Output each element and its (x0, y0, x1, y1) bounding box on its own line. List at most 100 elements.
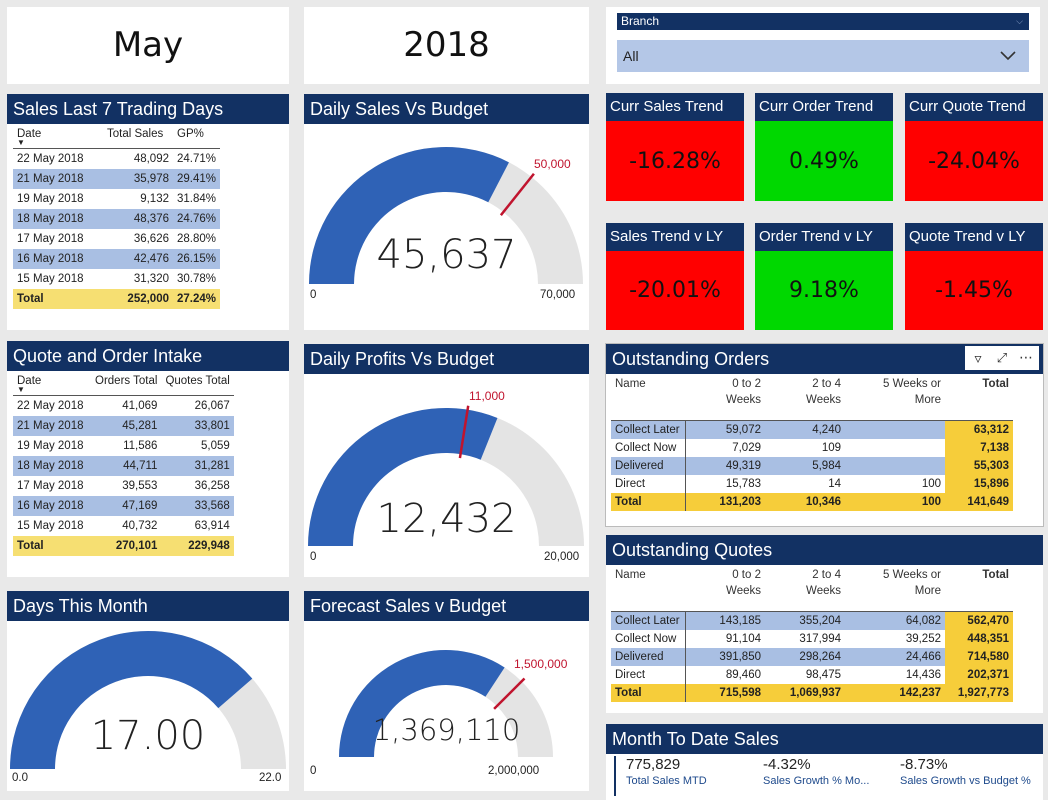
column-header[interactable]: Total (945, 567, 1013, 612)
column-header-date[interactable]: Date ▼ (13, 128, 103, 149)
table-cell: 355,204 (765, 611, 845, 630)
column-header-total-sales[interactable]: Total Sales (107, 128, 164, 140)
column-header-quotes-total[interactable]: Quotes Total (165, 375, 230, 387)
daily-sales-card: Daily Sales Vs Budget 45,637 0 70,000 50… (304, 94, 589, 330)
table-row[interactable]: Collect Later 59,072 4,240 63,312 (611, 420, 1013, 439)
total-cell: 27.24% (173, 289, 221, 309)
table-cell: 22 May 2018 (13, 148, 103, 169)
table-row[interactable]: 21 May 2018 45,281 33,801 (13, 416, 234, 436)
column-header-line: Name (615, 378, 646, 390)
gauge-fill[interactable] (10, 631, 253, 769)
outstanding-quotes-card: Outstanding Quotes Name 0 to 2 Weeks 2 to 4… (606, 535, 1043, 713)
table-row[interactable]: 19 May 2018 11,586 5,059 (13, 436, 234, 456)
column-header-gp[interactable]: GP% (177, 128, 204, 140)
table-cell: 7,138 (945, 439, 1013, 457)
table-cell: 41,069 (91, 395, 162, 416)
table-row[interactable]: 17 May 2018 36,626 28.80% (13, 229, 220, 249)
focus-mode-icon[interactable]: ⤢ (996, 350, 1008, 365)
table-row[interactable]: 19 May 2018 9,132 31.84% (13, 189, 220, 209)
table-cell: 40,732 (122, 520, 158, 532)
daily-sales-target-label: 50,000 (534, 157, 571, 171)
table-cell: 39,553 (122, 480, 158, 492)
total-cell: 270,101 (91, 536, 162, 556)
table-cell: 30.78% (177, 273, 217, 285)
table-row[interactable]: Collect Later 143,185 355,204 64,082 562,470 (611, 611, 1013, 630)
column-header[interactable]: 2 to 4 Weeks (765, 376, 845, 421)
table-row[interactable]: 16 May 2018 47,169 33,568 (13, 496, 234, 516)
forecast-title: Forecast Sales v Budget (304, 591, 589, 621)
column-header-orders-total[interactable]: Orders Total (95, 375, 158, 387)
total-cell: 142,237 (845, 684, 945, 702)
kpi-sales-trend-ly: Sales Trend v LY -20.01% (606, 223, 744, 330)
column-header[interactable]: 0 to 2 Weeks (685, 376, 765, 421)
table-row[interactable]: 18 May 2018 44,711 31,281 (13, 456, 234, 476)
table-cell: 7,029 (732, 442, 761, 454)
table-row[interactable]: Direct 15,783 14 100 15,896 (611, 475, 1013, 493)
mtd-sales-card: Month To Date Sales 775,829 Total Sales … (606, 724, 1043, 800)
table-cell: 19 May 2018 (17, 193, 84, 205)
table-cell: 18 May 2018 (13, 456, 91, 476)
table-cell: 29.41% (173, 169, 221, 189)
branch-dropdown[interactable]: All (617, 40, 1029, 72)
total-row: Total 270,101 229,948 (13, 536, 234, 556)
column-header[interactable]: 0 to 2 Weeks (685, 567, 765, 612)
column-header-line: 0 to 2 (732, 569, 761, 581)
slicer-title-bar[interactable]: Branch ⌵ (617, 13, 1029, 30)
mtd-total-sales: 775,829 Total Sales MTD (626, 756, 707, 787)
table-cell: 19 May 2018 (17, 440, 84, 452)
kpi-curr-order-trend: Curr Order Trend 0.49% (755, 93, 893, 201)
table-cell: Collect Now (611, 439, 686, 457)
gauge-fill[interactable] (309, 146, 509, 284)
table-row[interactable]: 16 May 2018 42,476 26.15% (13, 249, 221, 269)
outstanding-orders-card[interactable]: Outstanding Orders ▿ ⤢ ⋯ Name 0 to 2 Weeks… (605, 343, 1044, 527)
table-row[interactable]: Delivered 391,850 298,264 24,466 714,580 (611, 648, 1013, 666)
table-row[interactable]: 18 May 2018 48,376 24.76% (13, 209, 221, 229)
table-cell: 91,104 (725, 633, 761, 645)
column-header[interactable]: 5 Weeks or More (845, 376, 945, 421)
table-cell: 16 May 2018 (13, 496, 91, 516)
table-cell: 42,476 (103, 249, 173, 269)
daily-profits-title: Daily Profits Vs Budget (304, 344, 589, 374)
table-row[interactable]: Direct 89,460 98,475 14,436 202,371 (611, 666, 1013, 684)
total-cell: 715,598 (685, 684, 765, 702)
daily-sales-value: 45,637 (376, 232, 517, 278)
table-row[interactable]: 17 May 2018 39,553 36,258 (13, 476, 234, 496)
table-row[interactable]: Collect Now 7,029 109 7,138 (611, 439, 1013, 457)
mtd-label: Sales Growth % Mo... (763, 775, 870, 787)
column-header-line: Total (982, 378, 1009, 390)
column-header-date[interactable]: Date ▼ (13, 375, 91, 396)
slicer-title: Branch (621, 14, 660, 28)
kpi-value: -24.04% (905, 121, 1043, 201)
table-row[interactable]: 22 May 2018 48,092 24.71% (13, 148, 221, 169)
table-cell: 44,711 (91, 456, 162, 476)
gauge-fill[interactable] (308, 408, 498, 546)
table-cell: Collect Now (611, 630, 686, 648)
table-row[interactable]: 22 May 2018 41,069 26,067 (13, 395, 234, 416)
table-cell: 22 May 2018 (13, 395, 91, 416)
table-row[interactable]: 15 May 2018 31,320 30.78% (13, 269, 220, 289)
table-cell: 5,059 (201, 440, 230, 452)
column-header-line: 2 to 4 (812, 378, 841, 390)
table-cell: 9,132 (140, 193, 169, 205)
table-cell: Collect Later (611, 611, 686, 630)
mtd-value: -4.32% (763, 756, 811, 773)
gauge-fill[interactable] (339, 650, 505, 757)
table-cell: 45,281 (91, 416, 162, 436)
column-header[interactable]: 5 Weeks or More (845, 567, 945, 612)
column-header[interactable]: Name (611, 376, 685, 421)
table-row[interactable]: 15 May 2018 40,732 63,914 (13, 516, 234, 536)
more-options-icon[interactable]: ⋯ (1019, 349, 1033, 365)
quote-order-intake-card: Quote and Order Intake Date ▼ Orders Tota… (7, 341, 289, 577)
table-cell: 17 May 2018 (17, 480, 84, 492)
sales7-title: Sales Last 7 Trading Days (7, 94, 289, 124)
kpi-label: Sales Trend v LY (606, 223, 744, 251)
filter-icon[interactable]: ▿ (974, 350, 982, 366)
column-header[interactable]: Total (945, 376, 1013, 421)
table-row[interactable]: Delivered 49,319 5,984 55,303 (611, 457, 1013, 475)
column-header[interactable]: 2 to 4 Weeks (765, 567, 845, 612)
table-cell: 21 May 2018 (13, 169, 103, 189)
table-row[interactable]: 21 May 2018 35,978 29.41% (13, 169, 221, 189)
column-header[interactable]: Name (611, 567, 685, 612)
table-row[interactable]: Collect Now 91,104 317,994 39,252 448,351 (611, 630, 1013, 648)
kpi-label: Curr Sales Trend (606, 93, 744, 121)
